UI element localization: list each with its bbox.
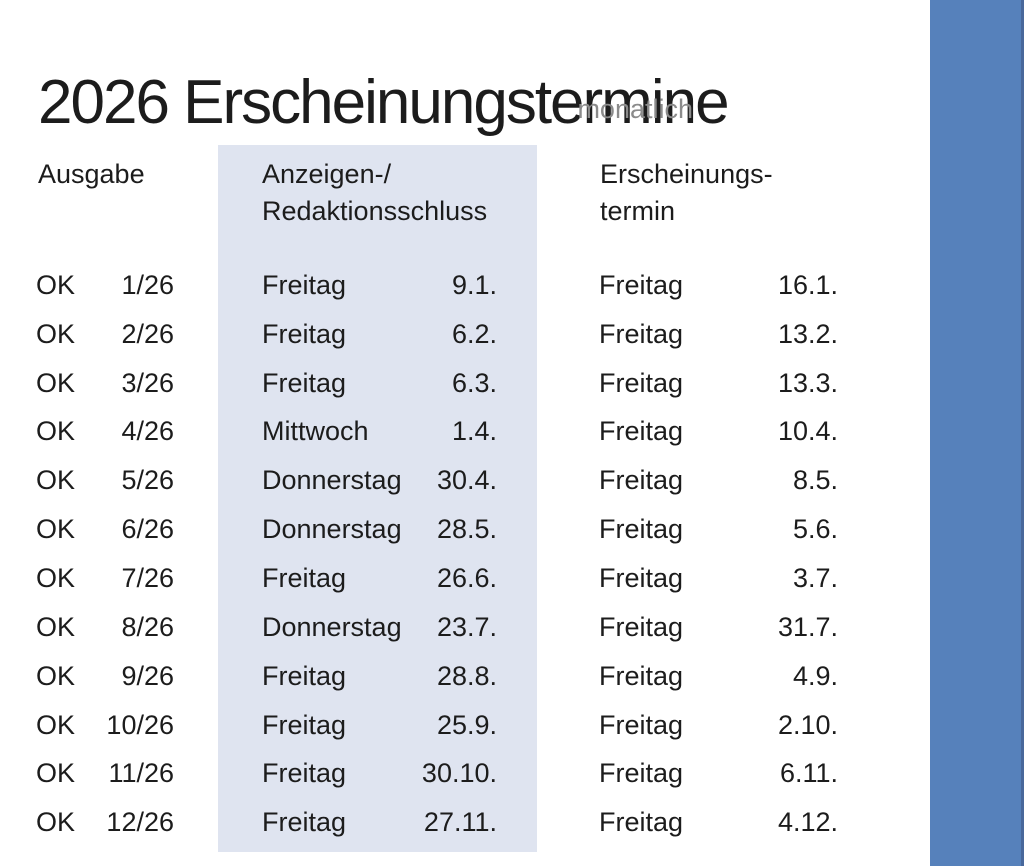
row-issue: 8/26	[121, 611, 174, 642]
deadline-date: 9.1.	[451, 269, 497, 300]
deadline-date: 23.7.	[436, 611, 497, 642]
col-header-issue: Ausgabe	[38, 156, 145, 193]
schedule-row: OK 11/26 Freitag 30.10. Freitag 6.11.	[0, 749, 930, 798]
publication-day: Freitag	[599, 269, 684, 300]
col-header-issue-label: Ausgabe	[38, 159, 145, 189]
row-status: OK	[36, 367, 76, 398]
col-header-publication-line2: termin	[600, 196, 676, 226]
publication-day: Freitag	[599, 367, 684, 398]
deadline-day: Mittwoch	[262, 416, 369, 447]
schedule-row: OK 1/26 Freitag 9.1. Freitag 16.1.	[0, 261, 930, 310]
publication-date: 4.9.	[792, 660, 838, 691]
publication-date: 5.6.	[792, 514, 838, 545]
publication-date: 16.1.	[777, 269, 838, 300]
row-issue: 7/26	[121, 562, 174, 593]
deadline-date: 25.9.	[436, 709, 497, 740]
schedule-row: OK 3/26 Freitag 6.3. Freitag 13.3.	[0, 359, 930, 408]
deadline-date: 27.11.	[423, 807, 497, 838]
row-status: OK	[36, 514, 76, 545]
row-issue: 12/26	[106, 807, 174, 838]
deadline-date: 30.4.	[436, 465, 497, 496]
deadline-date: 26.6.	[436, 562, 497, 593]
row-issue: 11/26	[108, 758, 174, 789]
row-issue: 4/26	[121, 416, 174, 447]
publication-date: 10.4.	[777, 416, 838, 447]
publication-day: Freitag	[599, 318, 684, 349]
publication-day: Freitag	[599, 807, 684, 838]
deadline-date: 28.5.	[436, 514, 497, 545]
row-issue: 5/26	[121, 465, 174, 496]
publication-day: Freitag	[599, 514, 684, 545]
publication-day: Freitag	[599, 660, 684, 691]
publication-date: 6.11.	[779, 758, 838, 789]
deadline-day: Freitag	[262, 562, 347, 593]
row-status: OK	[36, 709, 76, 740]
deadline-date: 1.4.	[451, 416, 497, 447]
row-status: OK	[36, 318, 76, 349]
deadline-day: Donnerstag	[262, 465, 402, 496]
deadline-day: Freitag	[262, 758, 347, 789]
schedule-row: OK 6/26 Donnerstag 28.5. Freitag 5.6.	[0, 505, 930, 554]
schedule-row: OK 7/26 Freitag 26.6. Freitag 3.7.	[0, 554, 930, 603]
publication-day: Freitag	[599, 709, 684, 740]
col-header-deadline: Anzeigen-/ Redaktionsschluss	[262, 156, 487, 230]
publication-date: 2.10.	[777, 709, 838, 740]
publication-day: Freitag	[599, 416, 684, 447]
deadline-day: Freitag	[262, 709, 347, 740]
publication-date: 8.5.	[792, 465, 838, 496]
publication-day: Freitag	[599, 465, 684, 496]
row-issue: 10/26	[106, 709, 174, 740]
col-header-deadline-line2: Redaktionsschluss	[262, 196, 488, 226]
row-issue: 3/26	[121, 367, 174, 398]
deadline-day: Freitag	[262, 269, 347, 300]
schedule-row: OK 10/26 Freitag 25.9. Freitag 2.10.	[0, 701, 930, 750]
deadline-date: 6.2.	[451, 318, 497, 349]
publication-date: 13.3.	[777, 367, 838, 398]
row-status: OK	[36, 465, 76, 496]
publication-day: Freitag	[599, 758, 684, 789]
schedule-row: OK 2/26 Freitag 6.2. Freitag 13.2.	[0, 310, 930, 359]
row-issue: 6/26	[121, 514, 174, 545]
schedule-table: OK 1/26 Freitag 9.1. Freitag 16.1. OK 2/…	[0, 261, 930, 847]
publication-date: 3.7.	[792, 562, 838, 593]
deadline-day: Freitag	[262, 807, 347, 838]
row-status: OK	[36, 611, 76, 642]
row-status: OK	[36, 660, 76, 691]
deadline-date: 30.10.	[421, 758, 497, 789]
publication-date: 31.7.	[777, 611, 838, 642]
schedule-row: OK 12/26 Freitag 27.11. Freitag 4.12.	[0, 798, 930, 847]
publication-date: 4.12.	[777, 807, 838, 838]
page-subtitle: monatlich	[577, 94, 693, 124]
row-status: OK	[36, 807, 76, 838]
deadline-date: 28.8.	[436, 660, 497, 691]
col-header-publication-line1: Erscheinungs-	[600, 159, 773, 189]
row-issue: 1/26	[121, 269, 174, 300]
accent-bar	[930, 0, 1024, 866]
row-status: OK	[36, 758, 76, 789]
row-status: OK	[36, 416, 76, 447]
col-header-publication: Erscheinungs- termin	[600, 156, 773, 230]
page-title: 2026 Erscheinungstermine	[38, 67, 730, 137]
col-header-deadline-line1: Anzeigen-/	[262, 159, 392, 189]
deadline-day: Freitag	[262, 660, 347, 691]
row-status: OK	[36, 562, 76, 593]
schedule-row: OK 4/26 Mittwoch 1.4. Freitag 10.4.	[0, 408, 930, 457]
schedule-row: OK 9/26 Freitag 28.8. Freitag 4.9.	[0, 652, 930, 701]
deadline-day: Donnerstag	[262, 514, 402, 545]
deadline-day: Freitag	[262, 367, 347, 398]
publication-day: Freitag	[599, 562, 684, 593]
highlight-column-bg	[218, 145, 537, 852]
row-issue: 9/26	[121, 660, 174, 691]
publication-date: 13.2.	[777, 318, 838, 349]
schedule-row: OK 5/26 Donnerstag 30.4. Freitag 8.5.	[0, 456, 930, 505]
publication-day: Freitag	[599, 611, 684, 642]
schedule-row: OK 8/26 Donnerstag 23.7. Freitag 31.7.	[0, 603, 930, 652]
row-issue: 2/26	[121, 318, 174, 349]
deadline-date: 6.3.	[451, 367, 497, 398]
deadline-day: Freitag	[262, 318, 347, 349]
row-status: OK	[36, 269, 76, 300]
deadline-day: Donnerstag	[262, 611, 402, 642]
